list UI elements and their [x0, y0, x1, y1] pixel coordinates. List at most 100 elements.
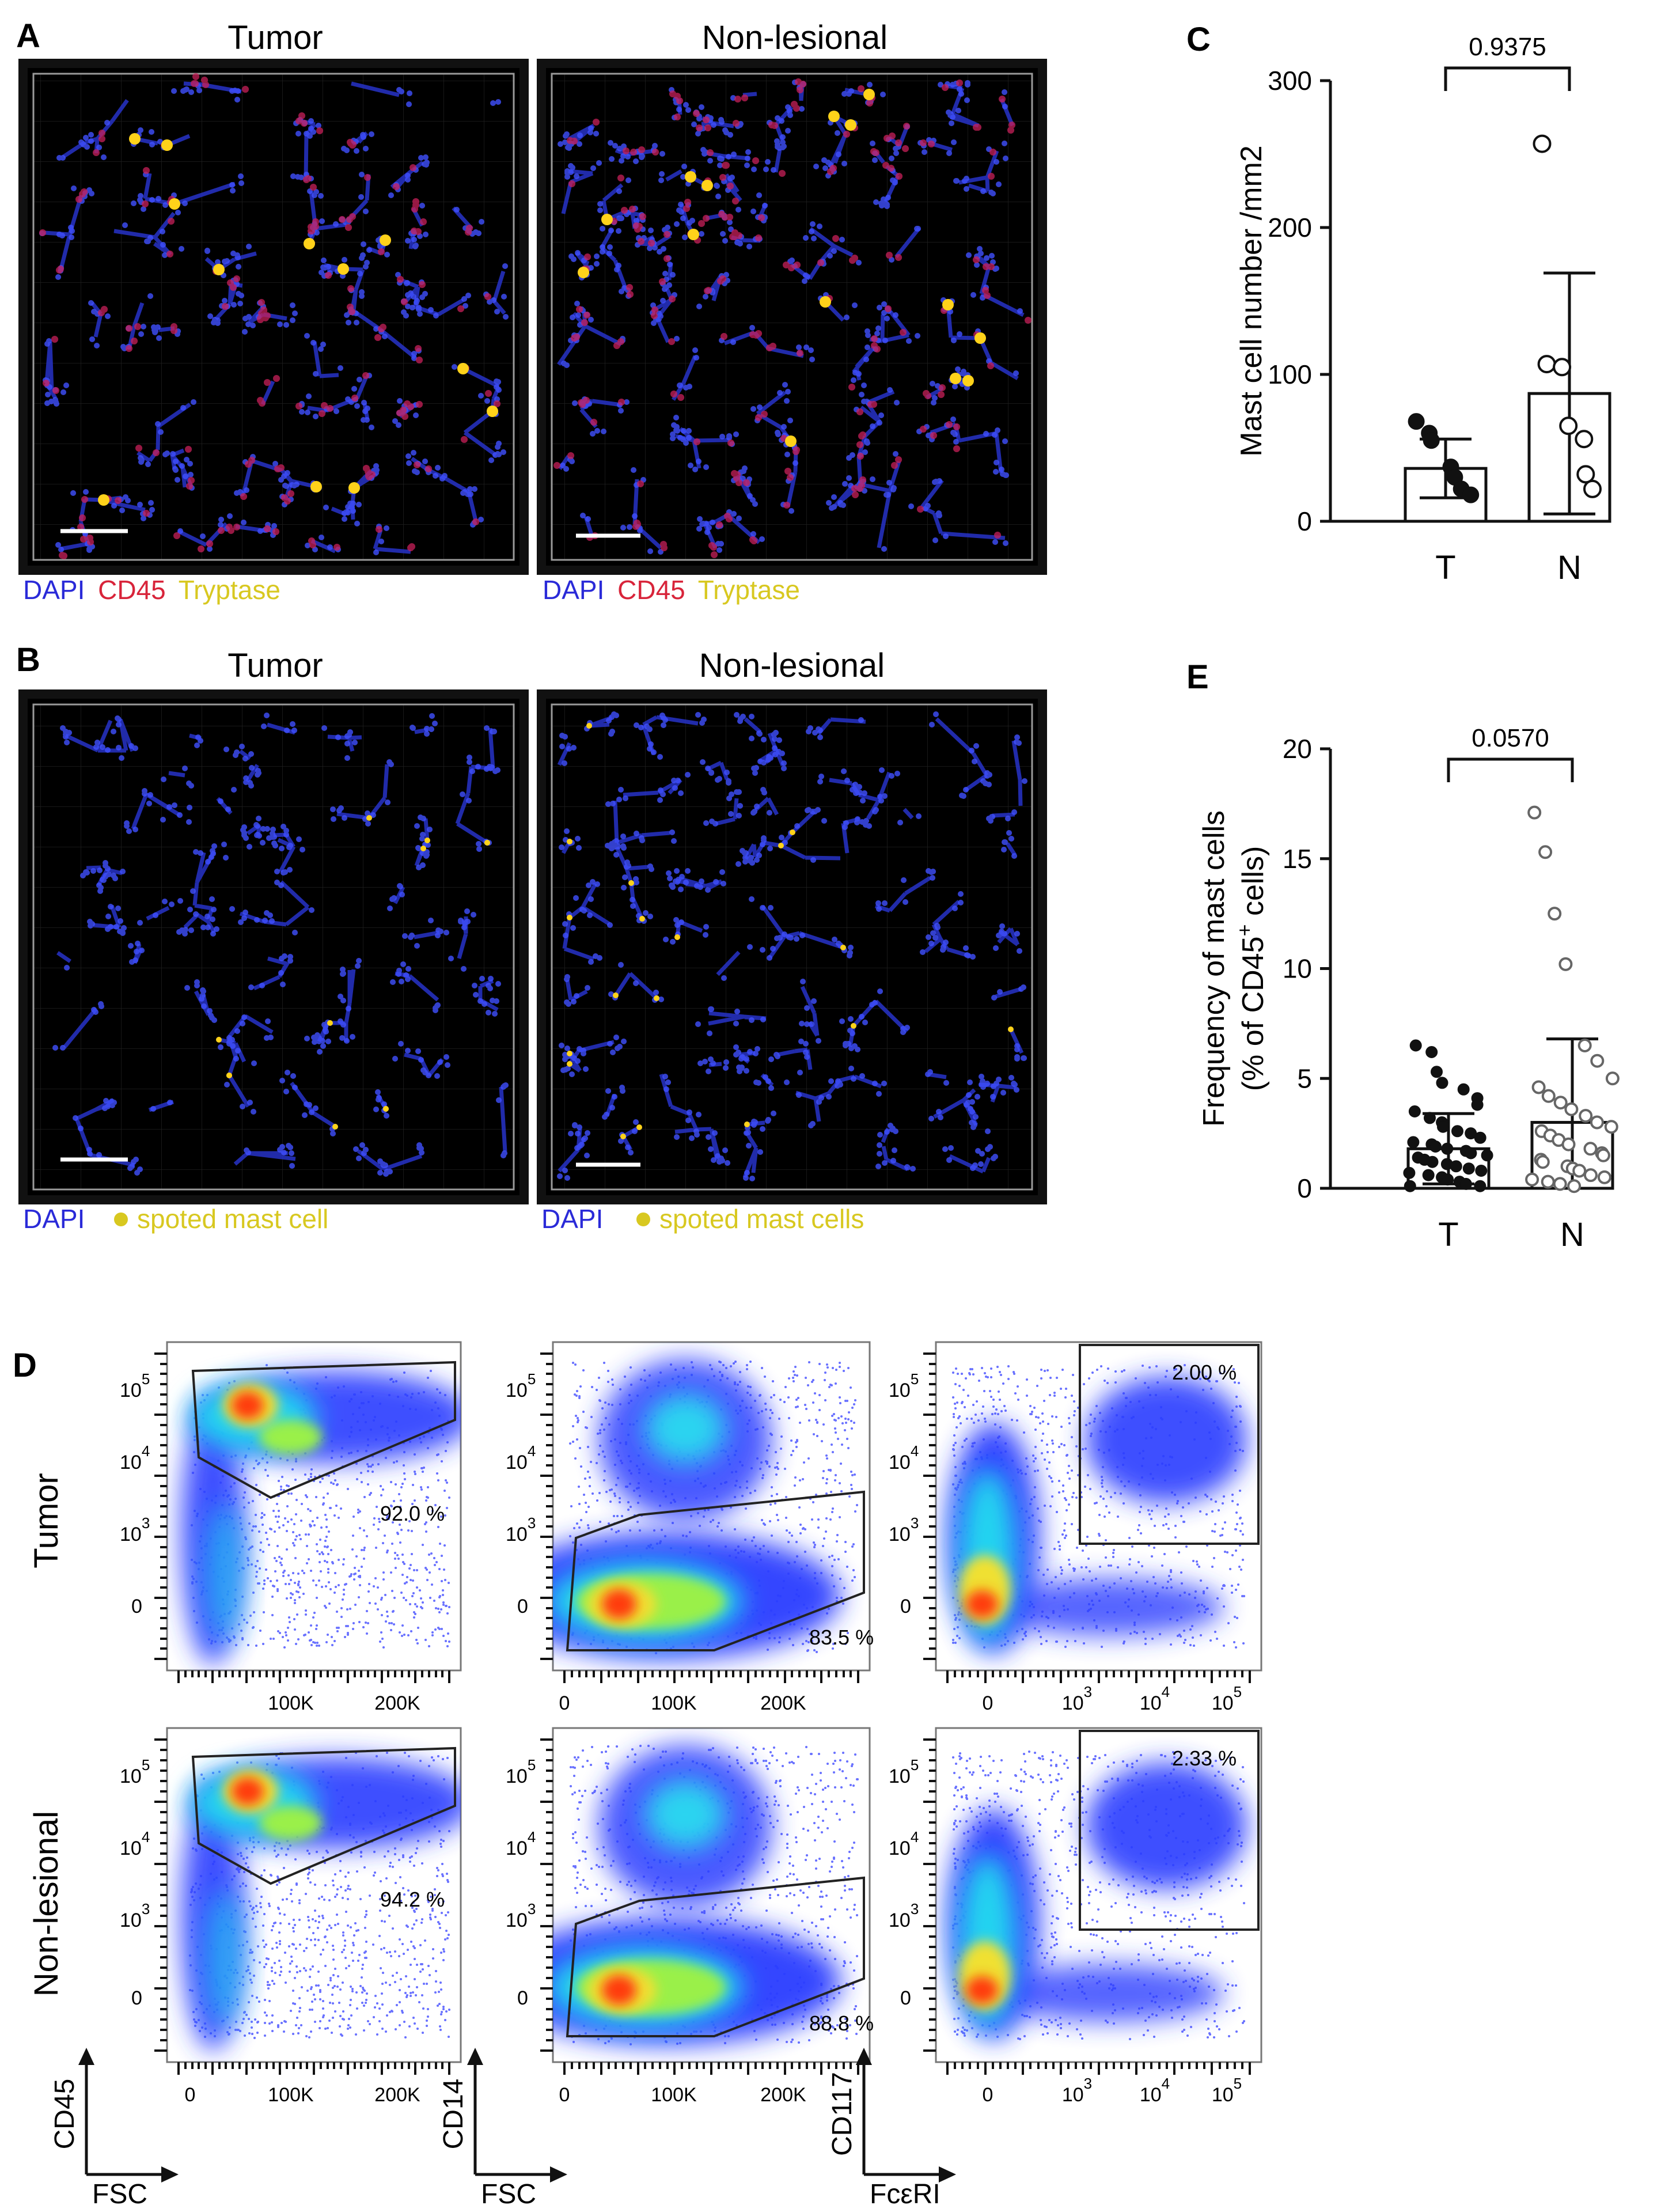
panel-letter-a: A [16, 17, 40, 55]
tryptase-cell [851, 1023, 856, 1029]
y-axis-ticks [154, 1738, 167, 2052]
y-tick-label: 0 [131, 1596, 142, 1617]
tryptase-cell [863, 89, 875, 100]
data-point-T [1436, 1077, 1448, 1089]
x-tick-label: 0 [983, 1692, 993, 1714]
y-tick-label: 104 [120, 1442, 150, 1473]
legend-dapi: DAPI [23, 1204, 85, 1234]
density-region [602, 1589, 636, 1619]
data-point-T [1437, 1120, 1449, 1133]
density-region [259, 1420, 323, 1454]
tryptase-cell [216, 1037, 222, 1043]
data-point-T [1451, 1125, 1463, 1138]
tryptase-cell [129, 133, 141, 145]
p-value: 0.0570 [1472, 724, 1549, 752]
micrograph-b-nonlesional [537, 689, 1047, 1204]
dapi-nuclei [52, 713, 509, 1177]
gate-percent: 92.0 % [380, 1502, 445, 1525]
arrow-right-icon [161, 2166, 179, 2183]
tryptase-cell [942, 299, 954, 310]
y-tick-label: 103 [120, 1900, 150, 1931]
density-region [1086, 1377, 1247, 1503]
y-tick-label: 105 [889, 1756, 919, 1787]
panel-letter-d: D [13, 1347, 37, 1384]
legend-mast-cell: spoted mast cell [137, 1204, 328, 1234]
tryptase-cell [380, 234, 391, 246]
micrograph-a-tumor [18, 59, 529, 575]
x-tick-label: 100K [651, 1692, 697, 1714]
x-tick-label: 104 [1140, 2075, 1170, 2106]
density-region [966, 1976, 998, 2004]
x-tick-label: 200K [760, 2084, 806, 2106]
micrograph-b-tumor [18, 689, 529, 1204]
data-point-T [1471, 1098, 1484, 1111]
y-axis-label-2: (% of CD45+ cells) [1232, 846, 1270, 1092]
density-region [602, 1975, 636, 2005]
data-point-T [1403, 1166, 1416, 1179]
data-point-T [1424, 1112, 1436, 1124]
tryptase-cell [636, 1124, 642, 1130]
tryptase-cell [366, 815, 372, 821]
mast-cell-marker-icon [114, 1213, 128, 1226]
data-point-N [1596, 1148, 1610, 1162]
y-tick-label: 20 [1283, 734, 1312, 764]
tryptase-cell [567, 1061, 572, 1067]
tryptase-cell [457, 363, 469, 374]
x-axis-ticks [563, 1670, 859, 1683]
data-point-T [1408, 1105, 1421, 1117]
tryptase-cell [778, 843, 784, 848]
legend-dapi: DAPI [543, 575, 604, 605]
data-point-T [1425, 1046, 1438, 1058]
data-point-T [1457, 1083, 1470, 1096]
tryptase-cell [840, 945, 846, 950]
tryptase-cell [226, 1073, 232, 1078]
data-point-T [1404, 1180, 1416, 1192]
flow-plot-r2-c1: 94.2 % 105 104 103 0 0 100K 200K [120, 1727, 462, 2106]
tryptase-cell [304, 238, 315, 249]
row-label-nonlesional: Non-lesional [28, 1811, 65, 1996]
y-tick-label: 300 [1268, 66, 1312, 96]
panel-letter-b: B [16, 641, 40, 679]
density-region [993, 1578, 1224, 1636]
data-point-T [1474, 1180, 1486, 1192]
gate-percent: 2.00 % [1172, 1361, 1237, 1384]
y-axis-label: Frequency of mast cells [1197, 810, 1231, 1127]
data-point-T [1422, 1169, 1435, 1181]
data-point-T [1407, 1136, 1420, 1149]
data-point-T [1441, 1142, 1454, 1155]
significance-bracket [1444, 66, 1571, 91]
tryptase-cell [962, 375, 974, 387]
data-point-T [1426, 1155, 1439, 1168]
tryptase-cell [567, 1051, 572, 1056]
data-point-N [1564, 1102, 1579, 1116]
tryptase-cell [332, 1124, 338, 1130]
tryptase-cell [383, 1106, 389, 1112]
panel-a-left-title: Tumor [227, 19, 323, 56]
data-point-N [1558, 957, 1573, 971]
panel-a-right-title: Non-lesional [702, 19, 888, 56]
data-point-N [1553, 358, 1572, 377]
flow-plot-r1-c2: 83.5 % 105 104 103 0 0 100K 200K [506, 1341, 874, 1714]
legend-tryptase: Tryptase [179, 575, 280, 605]
panel-a: Tumor Non-lesional DAPI CD45 Tryptase DA… [18, 19, 1047, 605]
density-region [232, 1778, 264, 1805]
density-region [1086, 1763, 1247, 1889]
gate [566, 1876, 865, 2037]
x-tick-label: 0 [983, 2084, 993, 2106]
y-tick-label: 103 [506, 1900, 536, 1931]
y-tick-label: 200 [1268, 213, 1312, 243]
panel-b: Tumor Non-lesional DAPI spoted mast cell… [18, 647, 1047, 1234]
tryptase-cell [578, 267, 589, 278]
data-point-T [1442, 1173, 1454, 1186]
data-point-N [1579, 1109, 1593, 1123]
x-axis-ticks [946, 1670, 1251, 1683]
density-region [204, 1889, 245, 2028]
data-point-T [1408, 413, 1425, 430]
density-region [204, 1503, 245, 1642]
data-point-N [1577, 1039, 1592, 1052]
flow-plot-r1-c1: 92.0 % 105 104 103 0 100K 200K [120, 1341, 462, 1714]
tryptase-cell [685, 171, 696, 183]
x-tick-label: 0 [559, 1692, 570, 1714]
significance-bracket [1447, 757, 1574, 782]
x-tick-label: 105 [1212, 2075, 1242, 2106]
